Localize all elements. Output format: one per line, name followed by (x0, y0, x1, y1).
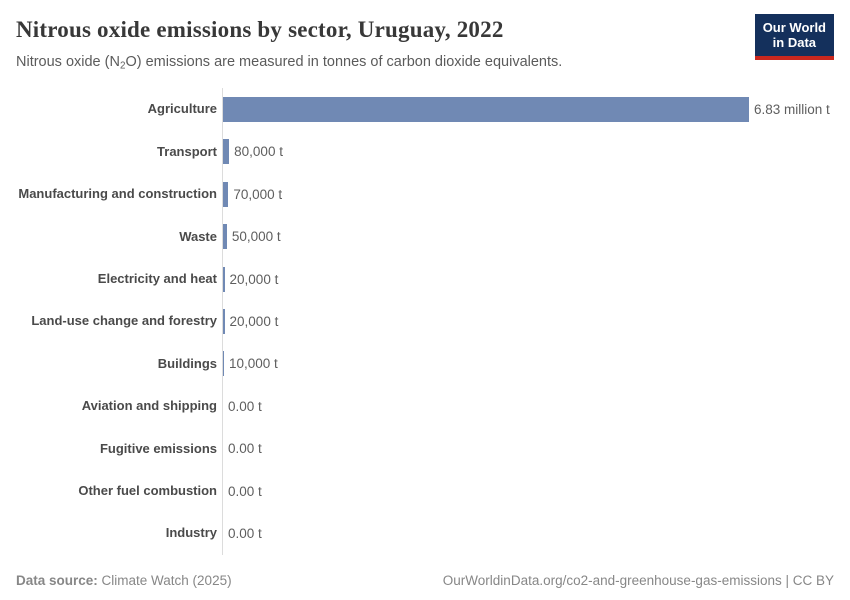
bar-row: Buildings 10,000 t (16, 342, 834, 386)
subtitle-text-end: O) emissions are measured in tonnes of c… (125, 53, 563, 70)
value-label: 50,000 t (231, 229, 281, 245)
data-source-name[interactable]: Climate Watch (2025) (97, 573, 232, 588)
footer-license: CC BY (792, 573, 834, 588)
bar-row: Industry 0.00 t (16, 512, 834, 555)
bar-area: 0.00 t (222, 512, 834, 555)
logo-line2: in Data (772, 35, 817, 51)
chart-subtitle: Nitrous oxide (N2O) emissions are measur… (16, 53, 562, 73)
bar[interactable] (223, 224, 227, 250)
bar[interactable] (223, 309, 225, 334)
header-titles: Nitrous oxide emissions by sector, Urugu… (16, 14, 562, 72)
bar-row: Agriculture 6.83 million t (16, 88, 834, 131)
bar-area: 0.00 t (222, 469, 834, 513)
value-label: 20,000 t (229, 271, 279, 287)
category-label: Aviation and shipping (81, 398, 217, 414)
bar[interactable] (223, 266, 225, 292)
category-label: Other fuel combustion (78, 482, 217, 498)
data-source-label: Data source: (16, 573, 98, 588)
footer-url[interactable]: OurWorldinData.org/co2-and-greenhouse-ga… (442, 573, 782, 588)
value-label: 0.00 t (228, 398, 262, 414)
bar-area: 0.00 t (222, 427, 834, 470)
bar[interactable] (223, 351, 224, 377)
bar-row: Waste 50,000 t (16, 215, 834, 258)
value-label: 20,000 t (229, 314, 279, 329)
value-label: 0.00 t (228, 441, 262, 457)
category-label: Agriculture (147, 101, 217, 117)
value-label: 6.83 million t (754, 102, 830, 118)
category-label: Land-use change and forestry (31, 313, 217, 329)
data-source: Data source: Climate Watch (2025) (16, 573, 232, 588)
bar-row: Manufacturing and construction 70,000 t (16, 173, 834, 216)
category-label: Transport (157, 143, 217, 159)
bar-row: Transport 80,000 t (16, 130, 834, 174)
value-label: 0.00 t (228, 525, 262, 541)
chart-footer: Data source: Climate Watch (2025) OurWor… (16, 573, 834, 588)
category-label: Manufacturing and construction (18, 186, 217, 202)
footer-separator: | (781, 573, 793, 588)
value-label: 70,000 t (233, 186, 283, 202)
bar-row: Land-use change and forestry 20,000 t (16, 300, 834, 343)
bar-row: Aviation and shipping 0.00 t (16, 385, 834, 428)
bar-row: Other fuel combustion 0.00 t (16, 469, 834, 513)
owid-logo[interactable]: Our World in Data (754, 14, 834, 60)
bar-area: 20,000 t (222, 257, 834, 301)
bar-area: 70,000 t (222, 173, 834, 216)
bar-area: 6.83 million t (222, 88, 834, 131)
subtitle-subscript: 2 (119, 60, 126, 72)
bar-area: 0.00 t (222, 385, 834, 428)
logo-line1: Our World (762, 20, 826, 35)
bar-area: 50,000 t (222, 215, 834, 258)
category-label: Electricity and heat (97, 270, 217, 286)
value-label: 0.00 t (228, 483, 262, 499)
value-label: 10,000 t (229, 356, 278, 372)
bar-area: 80,000 t (222, 130, 834, 174)
category-label: Waste (179, 228, 217, 244)
bar[interactable] (223, 97, 749, 123)
bar-row: Fugitive emissions 0.00 t (16, 427, 834, 470)
page-title: Nitrous oxide emissions by sector, Urugu… (16, 17, 504, 42)
bar-row: Electricity and heat 20,000 t (16, 257, 834, 301)
bar[interactable] (223, 181, 229, 207)
category-label: Industry (165, 525, 217, 541)
category-label: Buildings (157, 355, 217, 371)
footer-link[interactable]: OurWorldinData.org/co2-and-greenhouse-ga… (443, 573, 834, 588)
bar-chart: Agriculture 6.83 million t Transport 80,… (16, 88, 834, 555)
bar[interactable] (223, 139, 230, 165)
category-label: Fugitive emissions (99, 440, 217, 456)
subtitle-text: Nitrous oxide (N (16, 53, 120, 70)
value-label: 80,000 t (234, 144, 283, 160)
bar-area: 20,000 t (222, 300, 834, 343)
chart-header: Nitrous oxide emissions by sector, Urugu… (16, 14, 834, 72)
bar-area: 10,000 t (222, 342, 834, 386)
